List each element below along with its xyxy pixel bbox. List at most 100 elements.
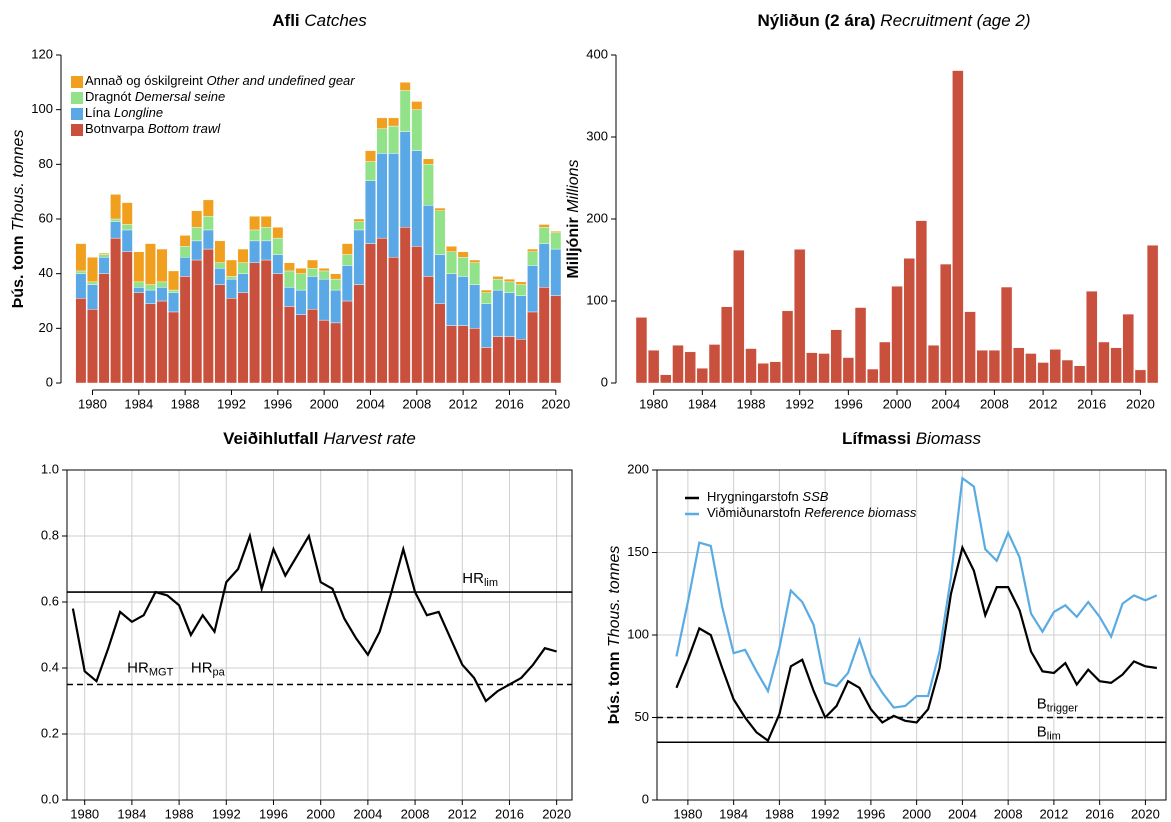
bar-segment xyxy=(226,298,237,384)
x-tick-label: 1992 xyxy=(217,396,246,411)
x-tick-label: 1992 xyxy=(212,806,241,821)
bar xyxy=(952,70,964,384)
bar-segment xyxy=(121,251,133,384)
title-main: Nýliðun (2 ára) xyxy=(757,11,875,30)
bar xyxy=(696,368,708,384)
bar xyxy=(891,286,903,384)
bar-segment xyxy=(272,226,284,239)
legend-label: Viðmiðunarstofn Reference biomass xyxy=(707,505,917,520)
bar-segment xyxy=(399,82,411,91)
bar-segment xyxy=(353,218,365,222)
reference-label: HRpa xyxy=(191,659,226,678)
x-tick-label: 1996 xyxy=(834,396,863,411)
y-tick-label: 1.0 xyxy=(41,461,59,476)
bar-segment xyxy=(295,273,307,291)
x-tick-label: 2016 xyxy=(495,806,524,821)
bar-segment xyxy=(121,229,133,253)
x-tick-label: 2000 xyxy=(883,396,912,411)
x-tick-label: 1984 xyxy=(719,806,748,821)
y-tick-label: 0.2 xyxy=(41,725,59,740)
bar-segment xyxy=(179,276,191,384)
bar-segment xyxy=(515,339,527,384)
bar-segment xyxy=(226,259,237,277)
x-tick-label: 2012 xyxy=(1029,396,1058,411)
legend-name-en: Demersal seine xyxy=(135,89,225,104)
bar xyxy=(794,249,806,384)
bar-segment xyxy=(434,207,446,211)
bar-segment xyxy=(237,248,249,263)
bar-segment xyxy=(388,117,400,127)
bar-segment xyxy=(446,325,457,384)
bar-segment xyxy=(434,254,446,304)
bar-segment xyxy=(121,224,133,231)
bar-segment xyxy=(260,240,272,261)
bar-segment xyxy=(411,109,423,151)
bar xyxy=(1098,341,1110,384)
x-tick-label: 1992 xyxy=(811,806,840,821)
bar xyxy=(1122,313,1134,384)
bar xyxy=(830,329,842,384)
bar-segment xyxy=(550,232,562,250)
legend-swatch xyxy=(71,124,83,136)
x-tick-label: 1996 xyxy=(263,396,292,411)
y-label-main: Þús. tonn xyxy=(606,651,623,724)
bar-segment xyxy=(283,287,295,307)
reference-label-main: B xyxy=(1037,723,1047,740)
bar-segment xyxy=(422,205,434,277)
x-tick-label: 2008 xyxy=(401,806,430,821)
bar xyxy=(988,350,1001,384)
y-tick-label: 120 xyxy=(31,46,53,61)
bar xyxy=(647,350,660,384)
legend-name: Annað og óskilgreint xyxy=(85,73,203,88)
y-tick-label: 60 xyxy=(39,210,53,225)
bar-segment xyxy=(283,306,295,384)
bar-segment xyxy=(330,278,342,291)
bar xyxy=(927,345,940,384)
bar-segment xyxy=(353,221,365,231)
x-tick-label: 1984 xyxy=(117,806,146,821)
bar-segment xyxy=(191,240,203,261)
bar-segment xyxy=(75,243,87,272)
bar xyxy=(635,317,648,384)
legend-swatch xyxy=(71,108,83,120)
legend-swatch xyxy=(71,92,83,104)
bar-segment xyxy=(237,273,249,293)
y-label-en: Thous. tonnes xyxy=(606,546,623,647)
bar-segment xyxy=(272,273,284,384)
bar xyxy=(660,374,672,384)
chart-title: Afli Catches xyxy=(272,11,367,30)
x-tick-label: 2008 xyxy=(980,396,1009,411)
bar-segment xyxy=(411,150,423,247)
reference-label-main: HR xyxy=(191,659,213,676)
legend-name: Hrygningarstofn xyxy=(707,489,799,504)
bar-segment xyxy=(133,287,145,294)
bar xyxy=(818,353,830,384)
bar-segment xyxy=(191,226,203,242)
bar-segment xyxy=(249,216,261,231)
x-tick-label: 2012 xyxy=(449,396,478,411)
x-tick-label: 1988 xyxy=(165,806,194,821)
bar-segment xyxy=(318,270,330,280)
y-tick-label: 0 xyxy=(601,374,608,389)
y-axis-label: Þús. tonn Thous. tonnes xyxy=(10,130,27,309)
bar-segment xyxy=(260,216,272,228)
data-line xyxy=(675,544,1158,743)
x-tick-label: 2016 xyxy=(1085,806,1114,821)
x-tick-label: 2000 xyxy=(310,396,339,411)
x-tick-label: 2016 xyxy=(495,396,524,411)
y-label-en: Millions xyxy=(565,159,582,212)
bar-segment xyxy=(249,240,261,263)
bar-segment xyxy=(399,90,411,132)
bar-segment xyxy=(144,243,156,285)
bar-segment xyxy=(527,265,539,313)
bar-segment xyxy=(295,289,307,315)
legend-name: Lína xyxy=(85,105,111,120)
bar-segment xyxy=(110,237,122,384)
bar-segment xyxy=(422,164,434,206)
y-tick-label: 300 xyxy=(586,128,608,143)
bar-segment xyxy=(365,243,376,384)
bar-segment xyxy=(376,153,388,239)
x-tick-label: 1980 xyxy=(639,396,668,411)
y-tick-label: 0 xyxy=(642,791,649,806)
